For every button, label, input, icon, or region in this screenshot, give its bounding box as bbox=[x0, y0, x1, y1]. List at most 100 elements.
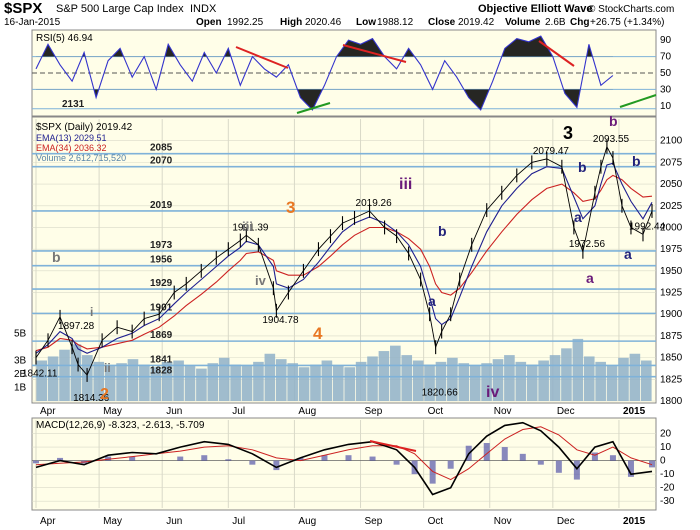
volume-bar bbox=[435, 361, 447, 401]
x-tick-label-bottom: Jul bbox=[232, 516, 245, 527]
wave-label: a bbox=[586, 270, 594, 286]
volume-bar bbox=[47, 356, 59, 401]
price-layer: 1800 1825 1850 1875 1900 1925 1950 1975 2000 2025… bbox=[14, 113, 683, 407]
price-annotation: 2093.55 bbox=[593, 134, 630, 145]
wave-label: 2 bbox=[100, 386, 109, 403]
volume-bar bbox=[241, 365, 253, 401]
price-tick-label: 2100 bbox=[660, 136, 683, 147]
volume-bar bbox=[458, 363, 470, 401]
macd-histogram-bar bbox=[249, 460, 256, 465]
volume-bar bbox=[298, 367, 310, 401]
volume-bar bbox=[332, 365, 344, 401]
x-tick-label-bottom: Nov bbox=[494, 516, 512, 527]
rsi-line bbox=[35, 35, 614, 111]
rsi-divergence-line bbox=[342, 44, 407, 63]
ema34-line bbox=[35, 174, 653, 352]
macd-tick-label: -30 bbox=[660, 496, 675, 507]
price-annotation: 2019.26 bbox=[356, 198, 393, 209]
exchange-label: INDX bbox=[190, 3, 217, 15]
price-annotation: 1814.36 bbox=[73, 393, 110, 404]
rsi-tick-label: 90 bbox=[660, 35, 672, 46]
volume-bar bbox=[127, 359, 139, 401]
rsi-tick-label: 10 bbox=[660, 101, 672, 112]
volume-bar bbox=[492, 359, 504, 401]
price-annotation: 1897.28 bbox=[58, 321, 95, 332]
macd-histogram-bar bbox=[369, 456, 376, 461]
wave-label: b bbox=[632, 153, 641, 169]
volume-bar bbox=[469, 365, 481, 401]
price-tick-label: 1950 bbox=[660, 266, 683, 277]
rsi-tick-label: 30 bbox=[660, 84, 672, 95]
volume-bar bbox=[424, 364, 435, 401]
price-annotation: 1972.56 bbox=[569, 239, 606, 250]
macd-tick-label: 0 bbox=[660, 456, 666, 467]
rsi-legend: RSI(5) 46.94 bbox=[36, 33, 93, 44]
x-tick-label: Oct bbox=[428, 406, 444, 417]
x-tick-label-bottom: 2015 bbox=[623, 516, 646, 527]
x-tick-label: Jul bbox=[232, 406, 245, 417]
ema13-line bbox=[35, 162, 653, 354]
wave-label: i bbox=[90, 305, 93, 319]
macd-line bbox=[35, 421, 653, 496]
macd-histogram-bar bbox=[273, 460, 280, 471]
price-level-label: 1869 bbox=[150, 330, 173, 341]
price-tick-label: 1825 bbox=[660, 374, 683, 385]
volume-bar bbox=[401, 355, 413, 401]
price-annotation: 1992.44 bbox=[629, 221, 666, 232]
macd-histogram-bar bbox=[649, 460, 655, 468]
ema34-legend: EMA(34) 2036.32 bbox=[36, 143, 107, 153]
price-annotation: 1842.11 bbox=[22, 369, 58, 380]
wave-label: 4 bbox=[313, 324, 323, 343]
volume-label: Volume bbox=[505, 17, 541, 28]
macd-layer: 20 10 0 -10 -20 -30 bbox=[32, 420, 675, 508]
brand-label: Objective Elliott Wave bbox=[478, 3, 593, 15]
macd-histogram-bar bbox=[591, 452, 598, 461]
high-value: 2020.46 bbox=[305, 17, 342, 28]
ema13-legend: EMA(13) 2029.51 bbox=[36, 133, 107, 143]
price-tick-label: 1975 bbox=[660, 244, 683, 255]
wave-label: a bbox=[574, 209, 582, 225]
x-tick-label: Apr bbox=[40, 406, 56, 417]
macd-divergence-line bbox=[369, 440, 417, 452]
wave-label: 3 bbox=[563, 123, 573, 143]
volume-bar bbox=[538, 360, 549, 401]
low-value: 1988.12 bbox=[377, 17, 414, 28]
x-tick-label-bottom: Oct bbox=[428, 516, 444, 527]
macd-histogram-bar bbox=[447, 460, 454, 469]
price-annotation: 1820.66 bbox=[422, 388, 459, 399]
volume-bar bbox=[355, 361, 367, 401]
volume-bar bbox=[447, 357, 458, 401]
price-tick-label: 1900 bbox=[660, 309, 683, 320]
price-tick-label: 2025 bbox=[660, 201, 683, 212]
wave-label: iii bbox=[399, 176, 412, 193]
macd-panel bbox=[31, 417, 657, 511]
x-tick-label-bottom: Sep bbox=[365, 516, 383, 527]
x-tick-label: May bbox=[103, 406, 122, 417]
macd-histogram-bar bbox=[555, 460, 562, 473]
volume-legend: Volume 2,612,715,520 bbox=[36, 153, 126, 163]
price-level-label: 1973 bbox=[150, 240, 173, 251]
volume-bar bbox=[549, 355, 561, 401]
volume-bar bbox=[561, 348, 572, 401]
macd-histogram-bar bbox=[393, 460, 400, 465]
rsi-divergence-line bbox=[619, 94, 657, 108]
volume-bar bbox=[572, 338, 584, 401]
price-annotation: 1904.78 bbox=[262, 315, 299, 326]
price-tick-label: 1800 bbox=[660, 396, 683, 407]
price-level-label: 1828 bbox=[150, 366, 173, 377]
volume-bar bbox=[93, 361, 105, 401]
volume-bar bbox=[606, 365, 618, 401]
chg-label: Chg bbox=[570, 17, 589, 28]
macd-histogram-bar bbox=[57, 457, 64, 461]
volume-tick-label: 1B bbox=[14, 383, 27, 394]
x-tick-label: Sep bbox=[365, 406, 383, 417]
chg-value: +26.75 (+1.34%) bbox=[590, 17, 665, 28]
high-label: High bbox=[280, 17, 302, 28]
open-value: 1992.25 bbox=[227, 17, 264, 28]
volume-bar bbox=[116, 363, 127, 401]
macd-histogram-bar bbox=[129, 456, 136, 461]
price-level-label: 1841 bbox=[150, 354, 173, 365]
volume-bar bbox=[253, 361, 264, 401]
macd-histogram-bar bbox=[297, 457, 304, 461]
